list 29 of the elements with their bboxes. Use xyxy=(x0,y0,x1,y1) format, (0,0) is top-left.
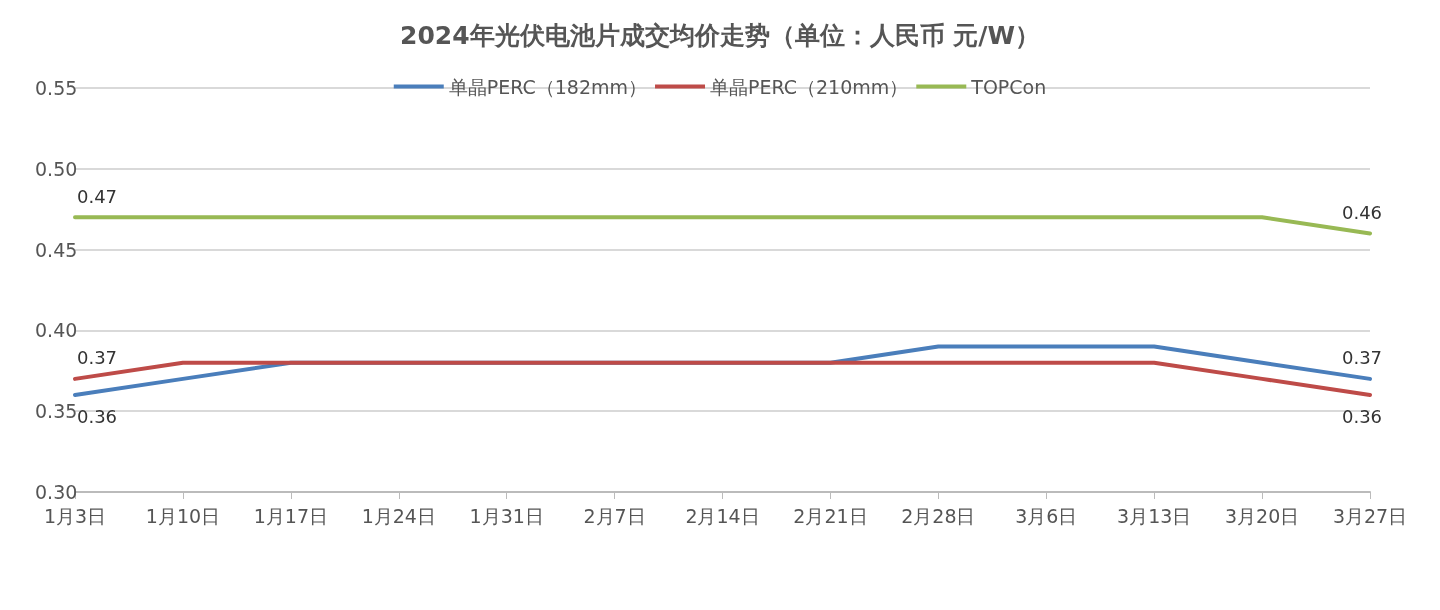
y-tick-label: 0.50 xyxy=(35,157,78,180)
x-tick-label: 3月20日 xyxy=(1224,504,1300,527)
x-tick-label: 1月3日 xyxy=(43,504,107,527)
x-tick-label: 1月24日 xyxy=(361,504,436,527)
data-label: 0.36 xyxy=(76,405,118,427)
x-tick-label: 3月13日 xyxy=(1117,504,1192,527)
y-tick-label: 0.40 xyxy=(35,319,78,342)
x-tick-label: 1月17日 xyxy=(253,504,328,527)
y-tick-label: 0.55 xyxy=(35,77,78,99)
x-tick-label: 2月28日 xyxy=(901,504,976,527)
y-tick-label: 0.30 xyxy=(35,481,78,503)
x-tick-label: 2月21日 xyxy=(793,504,868,527)
y-tick-label: 0.35 xyxy=(35,400,78,423)
x-tick-label: 3月6日 xyxy=(1015,504,1078,527)
legend-label: TOPCon xyxy=(970,75,1047,98)
legend-label: 单晶PERC（210mm） xyxy=(710,75,909,98)
x-tick-label: 2月14日 xyxy=(685,504,760,527)
data-label: 0.37 xyxy=(76,347,118,369)
x-tick-label: 2月7日 xyxy=(583,504,646,527)
y-tick-label: 0.45 xyxy=(35,238,78,261)
data-label: 0.36 xyxy=(1341,405,1383,427)
data-label: 0.37 xyxy=(1341,347,1383,369)
legend-label: 单晶PERC（182mm） xyxy=(448,75,648,98)
data-label: 0.46 xyxy=(1341,201,1383,223)
x-tick-label: 3月27日 xyxy=(1332,504,1408,527)
chart-title: 2024年光伏电池片成交均价走势（单位：人民币 元/W） xyxy=(400,21,1040,50)
x-tick-label: 1月31日 xyxy=(469,504,544,527)
data-label: 0.47 xyxy=(76,185,118,207)
x-tick-label: 1月10日 xyxy=(145,504,221,527)
